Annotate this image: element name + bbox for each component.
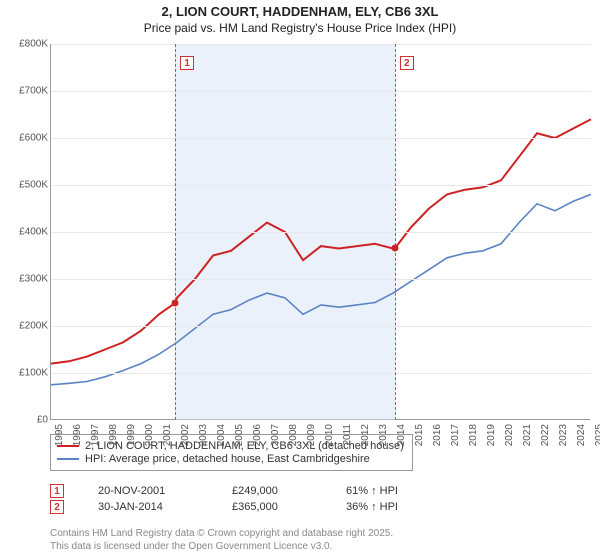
- x-axis-label: 1998: [108, 424, 119, 454]
- y-axis-label: £300K: [2, 274, 48, 285]
- title-line2: Price paid vs. HM Land Registry's House …: [0, 21, 600, 35]
- x-axis-label: 2003: [198, 424, 209, 454]
- gridline-h: [51, 44, 591, 45]
- y-axis-label: £500K: [2, 180, 48, 191]
- y-axis-label: £200K: [2, 321, 48, 332]
- footer-attribution: Contains HM Land Registry data © Crown c…: [50, 528, 393, 553]
- x-axis-label: 2023: [558, 424, 569, 454]
- y-axis-label: £0: [2, 415, 48, 426]
- x-axis-label: 2001: [162, 424, 173, 454]
- x-axis-label: 2016: [432, 424, 443, 454]
- gridline-h: [51, 185, 591, 186]
- chart-container: 2, LION COURT, HADDENHAM, ELY, CB6 3XL P…: [0, 0, 600, 560]
- chart-plot-area: [50, 44, 590, 420]
- x-axis-label: 2000: [144, 424, 155, 454]
- x-axis-label: 2010: [324, 424, 335, 454]
- legend-swatch: [57, 458, 79, 460]
- gridline-h: [51, 91, 591, 92]
- x-axis-label: 2021: [522, 424, 533, 454]
- x-axis-label: 2025: [594, 424, 600, 454]
- transaction-row: 1 20-NOV-2001 £249,000 61% ↑ HPI: [50, 484, 398, 498]
- transaction-marker: 1: [50, 484, 64, 498]
- title-line1: 2, LION COURT, HADDENHAM, ELY, CB6 3XL: [0, 4, 600, 19]
- x-axis-label: 2006: [252, 424, 263, 454]
- transaction-delta: 36% ↑ HPI: [346, 501, 398, 513]
- legend-item: HPI: Average price, detached house, East…: [57, 453, 404, 465]
- transaction-date: 30-JAN-2014: [98, 501, 198, 513]
- event-marker: 2: [400, 56, 414, 70]
- x-axis-label: 2007: [270, 424, 281, 454]
- gridline-h: [51, 279, 591, 280]
- y-axis-label: £400K: [2, 227, 48, 238]
- x-axis-label: 2020: [504, 424, 515, 454]
- x-axis-label: 2005: [234, 424, 245, 454]
- x-axis-label: 2008: [288, 424, 299, 454]
- x-axis-label: 2009: [306, 424, 317, 454]
- y-axis-label: £800K: [2, 39, 48, 50]
- x-axis-label: 2024: [576, 424, 587, 454]
- x-axis-label: 2002: [180, 424, 191, 454]
- gridline-h: [51, 326, 591, 327]
- event-vline: [395, 44, 396, 420]
- legend: 2, LION COURT, HADDENHAM, ELY, CB6 3XL (…: [50, 434, 413, 471]
- transaction-date: 20-NOV-2001: [98, 485, 198, 497]
- x-axis-label: 1995: [54, 424, 65, 454]
- footer-line2: This data is licensed under the Open Gov…: [50, 541, 393, 554]
- x-axis-label: 2018: [468, 424, 479, 454]
- title-block: 2, LION COURT, HADDENHAM, ELY, CB6 3XL P…: [0, 0, 600, 37]
- transaction-delta: 61% ↑ HPI: [346, 485, 398, 497]
- transactions-table: 1 20-NOV-2001 £249,000 61% ↑ HPI 2 30-JAN-201…: [50, 482, 398, 516]
- x-axis-label: 2014: [396, 424, 407, 454]
- series-line: [51, 194, 591, 384]
- x-axis-label: 2013: [378, 424, 389, 454]
- price-point-dot: [391, 245, 398, 252]
- transaction-price: £365,000: [232, 501, 312, 513]
- y-axis-label: £600K: [2, 133, 48, 144]
- y-axis-label: £700K: [2, 86, 48, 97]
- x-axis-label: 2015: [414, 424, 425, 454]
- price-point-dot: [172, 299, 179, 306]
- transaction-marker: 2: [50, 500, 64, 514]
- y-axis-label: £100K: [2, 368, 48, 379]
- footer-line1: Contains HM Land Registry data © Crown c…: [50, 528, 393, 541]
- x-axis-label: 1999: [126, 424, 137, 454]
- gridline-h: [51, 138, 591, 139]
- x-axis-label: 2022: [540, 424, 551, 454]
- legend-label: HPI: Average price, detached house, East…: [85, 453, 370, 465]
- x-axis-label: 2012: [360, 424, 371, 454]
- transaction-price: £249,000: [232, 485, 312, 497]
- x-axis-label: 2017: [450, 424, 461, 454]
- x-axis-label: 2019: [486, 424, 497, 454]
- x-axis-label: 2004: [216, 424, 227, 454]
- x-axis-label: 2011: [342, 424, 353, 454]
- gridline-h: [51, 373, 591, 374]
- x-axis-label: 1996: [72, 424, 83, 454]
- x-axis-label: 1997: [90, 424, 101, 454]
- event-marker: 1: [180, 56, 194, 70]
- transaction-row: 2 30-JAN-2014 £365,000 36% ↑ HPI: [50, 500, 398, 514]
- gridline-h: [51, 232, 591, 233]
- event-vline: [175, 44, 176, 420]
